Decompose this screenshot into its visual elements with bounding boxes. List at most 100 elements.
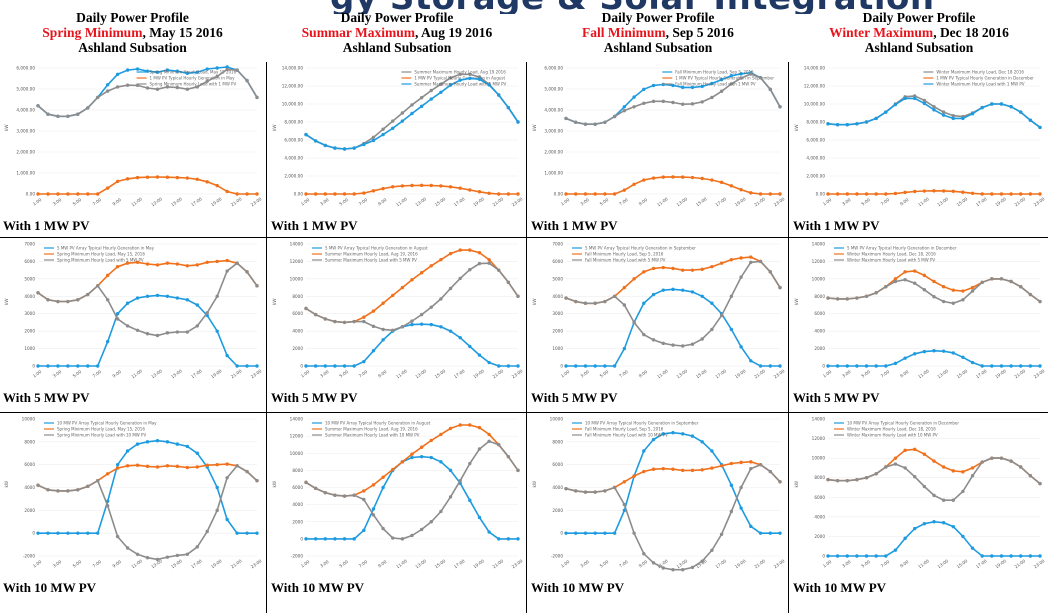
data-point — [333, 537, 337, 541]
data-point — [105, 186, 110, 190]
data-point — [487, 360, 491, 365]
data-point — [487, 257, 491, 262]
data-point — [125, 464, 130, 468]
data-point — [632, 182, 636, 187]
data-point — [205, 180, 209, 184]
data-point — [352, 364, 356, 368]
data-point — [826, 192, 830, 196]
x-tick-label: 11:00 — [395, 558, 408, 569]
data-point — [391, 119, 395, 123]
data-point — [651, 561, 656, 565]
data-point — [651, 99, 656, 104]
x-tick-label: 9:00 — [899, 369, 910, 379]
x-tick-label: 15:00 — [695, 196, 708, 207]
x-tick-label: 19:00 — [210, 196, 223, 207]
data-point — [66, 192, 70, 196]
data-point — [225, 65, 229, 69]
data-point — [941, 110, 946, 114]
data-point — [913, 96, 917, 101]
x-tick-label: 23:00 — [1033, 196, 1046, 207]
data-point — [719, 313, 724, 318]
data-point — [36, 531, 40, 535]
data-point — [342, 192, 347, 196]
data-point — [468, 344, 472, 349]
data-point — [115, 85, 120, 89]
data-point — [458, 72, 462, 76]
data-point — [419, 322, 424, 326]
data-point — [381, 485, 385, 490]
y-tick-label: 4000 — [552, 485, 563, 490]
data-point — [448, 185, 453, 189]
y-tick-label: 14000 — [812, 417, 826, 422]
data-point — [951, 469, 955, 473]
data-point — [105, 83, 110, 87]
data-point — [245, 270, 249, 274]
data-point — [448, 468, 453, 473]
data-point — [961, 190, 965, 194]
season-date: , May 15 2016 — [142, 25, 223, 40]
data-point — [951, 498, 955, 502]
x-tick-label: 13:00 — [414, 196, 427, 207]
chart-panel: -2000 0 2000 4000 6000 8000 10000 12000 14000 kW 1… — [268, 413, 526, 613]
x-tick-label: 5:00 — [72, 369, 83, 379]
data-point — [155, 293, 160, 298]
data-point — [778, 364, 782, 368]
data-point — [448, 286, 453, 291]
data-point — [371, 513, 376, 517]
data-point — [76, 531, 80, 535]
data-point — [135, 552, 140, 556]
data-point — [255, 95, 259, 100]
line-chart: 0.00 2,000.00 4,000.00 6,000.00 8,000.00 10,0… — [794, 66, 1046, 208]
data-point — [710, 548, 714, 552]
data-point — [700, 559, 704, 563]
data-point — [758, 364, 763, 368]
data-point — [195, 70, 199, 74]
data-point — [165, 464, 170, 468]
data-point — [922, 288, 927, 292]
y-tick-label: 2000 — [552, 329, 563, 334]
data-point — [729, 327, 734, 332]
data-point — [874, 116, 878, 121]
x-tick-label: 1:00 — [822, 197, 833, 207]
data-point — [622, 303, 627, 307]
data-point — [893, 277, 898, 281]
column-1: Daily Power Profile Spring Minimum, May 1… — [0, 0, 265, 613]
data-point — [448, 76, 453, 80]
data-point — [400, 537, 405, 541]
data-point — [115, 264, 120, 269]
y-tick-label: 4,000.00 — [284, 156, 303, 161]
y-axis-label: kW — [532, 481, 537, 488]
data-point — [66, 531, 70, 535]
data-point — [932, 295, 936, 299]
y-tick-label: 14000 — [812, 242, 826, 247]
data-point — [96, 284, 100, 288]
data-point — [999, 554, 1004, 558]
data-point — [400, 325, 405, 329]
data-point — [661, 566, 665, 570]
data-point — [922, 189, 927, 193]
data-point — [175, 69, 180, 73]
data-point — [941, 113, 946, 117]
data-point — [690, 342, 695, 346]
x-tick-label: 11:00 — [395, 196, 408, 207]
y-tick-label: 0 — [32, 364, 35, 369]
data-point — [155, 557, 160, 562]
data-point — [835, 554, 840, 558]
pv-caption: With 5 MW PV — [793, 390, 880, 405]
x-tick-label: 19:00 — [994, 196, 1007, 207]
data-point — [864, 476, 869, 480]
data-point — [391, 328, 395, 332]
data-point — [642, 469, 646, 474]
x-tick-label: 3:00 — [52, 197, 63, 207]
data-point — [506, 192, 511, 196]
data-point — [135, 328, 140, 332]
column-4: Daily Power Profile Winter Maximum, Dec 1… — [790, 0, 1048, 613]
data-point — [681, 568, 685, 572]
legend-label: 1 MW PV Typical Hourly Generation in Dec… — [936, 76, 1034, 81]
y-tick-label: 7000 — [552, 242, 563, 247]
x-tick-label: 23:00 — [773, 196, 786, 207]
data-point — [749, 524, 753, 529]
y-tick-label: 12000 — [290, 434, 304, 439]
data-point — [612, 192, 617, 196]
x-tick-label: 11:00 — [395, 368, 408, 379]
